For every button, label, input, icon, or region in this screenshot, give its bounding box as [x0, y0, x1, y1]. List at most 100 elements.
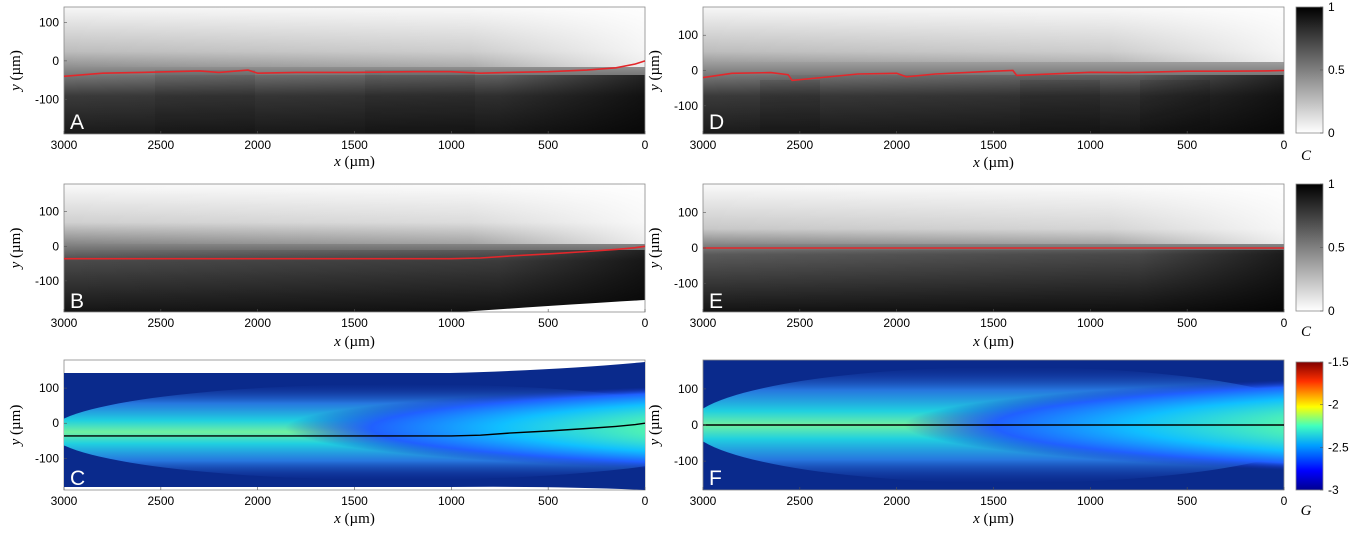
- cb-jet-tick-label: -2: [1328, 398, 1339, 412]
- panel-e-ylabel: y (µm): [647, 228, 663, 271]
- panel-d-ytick-label: 0: [691, 64, 698, 78]
- panel-f-xtick-label: 0: [1281, 494, 1288, 508]
- panel-a-ytick-label: 0: [52, 54, 59, 68]
- panel-d-xtick-label: 3000: [690, 138, 717, 152]
- panel-a: A: [63, 6, 646, 135]
- panel-f-ytick-label: -100: [674, 454, 698, 468]
- colorbar-gray-top: [1295, 6, 1324, 134]
- panel-f: F: [702, 359, 1285, 491]
- panel-a-xtick-label: 0: [642, 138, 649, 152]
- panel-c-ytick-label: 100: [39, 381, 59, 395]
- panel-b-xtick-label: 1000: [438, 316, 465, 330]
- cb-gray-2-label: C: [1301, 324, 1312, 340]
- panel-b-xtick-label: 3000: [51, 316, 78, 330]
- panel-c-ytick-label: 0: [52, 416, 59, 430]
- panel-e-xtick-label: 2500: [786, 316, 813, 330]
- panel-d-xtick-label: 0: [1281, 138, 1288, 152]
- panel-a-xlabel: x (µm): [333, 154, 375, 170]
- panel-c: C: [63, 359, 646, 491]
- cb-jet-label: G: [1301, 503, 1312, 519]
- cb-gray-1-tick-label: 0.5: [1328, 63, 1345, 77]
- panel-b: B: [63, 183, 646, 313]
- panel-d-xtick-label: 1500: [980, 138, 1007, 152]
- cb-gray-1-tick-label: 0: [1328, 126, 1335, 140]
- panel-f-ytick-label: 0: [691, 418, 698, 432]
- cb-jet-tick-label: -2.5: [1328, 440, 1349, 454]
- panel-d-ytick-label: 100: [678, 28, 698, 42]
- panel-d-ytick-label: -100: [674, 99, 698, 113]
- panel-f-ylabel: y (µm): [647, 405, 663, 448]
- panel-e-xtick-label: 3000: [690, 316, 717, 330]
- panel-d-interface-curve: [702, 69, 1285, 82]
- panel-a-interface-curve: [63, 60, 646, 78]
- panel-b-label: B: [70, 290, 84, 313]
- panel-b-ylabel: y (µm): [8, 228, 24, 271]
- panel-b-xtick-label: 1500: [341, 316, 368, 330]
- panel-a-xtick-label: 2500: [147, 138, 174, 152]
- panel-a-xtick-label: 500: [538, 138, 558, 152]
- panel-f-xtick-label: 1000: [1077, 494, 1104, 508]
- panel-c-xtick-label: 0: [642, 494, 649, 508]
- panel-d: D: [702, 6, 1285, 135]
- panel-b-xtick-label: 500: [538, 316, 558, 330]
- panel-d-xtick-label: 1000: [1077, 138, 1104, 152]
- panel-c-xtick-label: 1000: [438, 494, 465, 508]
- panel-a-xtick-label: 3000: [51, 138, 78, 152]
- panel-c-xtick-label: 2000: [244, 494, 271, 508]
- panel-e-ytick-label: 0: [691, 241, 698, 255]
- panel-b-xtick-label: 0: [642, 316, 649, 330]
- panel-a-xtick-label: 2000: [244, 138, 271, 152]
- panel-c-label: C: [70, 467, 85, 490]
- panel-b-xlabel: x (µm): [333, 334, 375, 350]
- panel-e-xtick-label: 1500: [980, 316, 1007, 330]
- panel-d-ylabel: y (µm): [647, 50, 663, 93]
- panel-b-interface-curve: [64, 245, 646, 260]
- panel-d-label: D: [709, 111, 724, 134]
- cb-jet-tick-label: -1.5: [1328, 355, 1349, 369]
- panel-e-xtick-label: 0: [1281, 316, 1288, 330]
- panel-b-xtick-label: 2000: [244, 316, 271, 330]
- panel-f-xtick-label: 500: [1177, 494, 1197, 508]
- panel-b-ytick-label: 0: [52, 239, 59, 253]
- panel-c-xtick-label: 2500: [147, 494, 174, 508]
- panel-c-xtick-label: 500: [538, 494, 558, 508]
- panel-c-xtick-label: 3000: [51, 494, 78, 508]
- cb-gray-2-tick-label: 0: [1328, 304, 1335, 318]
- panel-f-ytick-label: 100: [678, 382, 698, 396]
- panel-c-xtick-label: 1500: [341, 494, 368, 508]
- panel-e-label: E: [709, 290, 723, 313]
- panel-e-ytick-label: 100: [678, 205, 698, 219]
- panel-b-ytick-label: 100: [39, 205, 59, 219]
- panel-e-xtick-label: 2000: [883, 316, 910, 330]
- panel-d-xtick-label: 500: [1177, 138, 1197, 152]
- panel-d-xtick-label: 2000: [883, 138, 910, 152]
- panel-c-ylabel: y (µm): [8, 405, 24, 448]
- panel-e-xtick-label: 1000: [1077, 316, 1104, 330]
- panel-a-ytick-label: 100: [39, 15, 59, 29]
- cb-gray-2-tick-label: 1: [1328, 177, 1335, 191]
- panel-c-xlabel: x (µm): [333, 511, 375, 527]
- colorbar-axes: 1 0.5 0 C 1 0.5 0 C -1.5 -2 -2.5 -3 G: [1301, 0, 1349, 519]
- panel-f-xtick-label: 3000: [690, 494, 717, 508]
- panel-a-label: A: [70, 111, 84, 134]
- panel-e-xtick-label: 500: [1177, 316, 1197, 330]
- panel-e: E: [702, 183, 1285, 313]
- panel-b-xtick-label: 2500: [147, 316, 174, 330]
- panel-d-xlabel: x (µm): [972, 155, 1014, 171]
- cb-gray-1-label: C: [1301, 148, 1312, 164]
- panel-a-xtick-label: 1000: [438, 138, 465, 152]
- panel-b-ytick-label: -100: [35, 274, 59, 288]
- panel-f-xlabel: x (µm): [972, 511, 1014, 527]
- cb-gray-2-tick-label: 0.5: [1328, 241, 1345, 255]
- panel-e-xlabel: x (µm): [972, 334, 1014, 350]
- colorbar-jet: [1295, 361, 1324, 491]
- cb-gray-1-tick-label: 1: [1328, 0, 1335, 14]
- panel-f-xtick-label: 2500: [786, 494, 813, 508]
- panel-f-label: F: [709, 467, 722, 490]
- panel-f-xtick-label: 2000: [883, 494, 910, 508]
- panel-a-ytick-label: -100: [35, 92, 59, 106]
- panel-c-interface-curve: [64, 422, 646, 437]
- panel-f-xtick-label: 1500: [980, 494, 1007, 508]
